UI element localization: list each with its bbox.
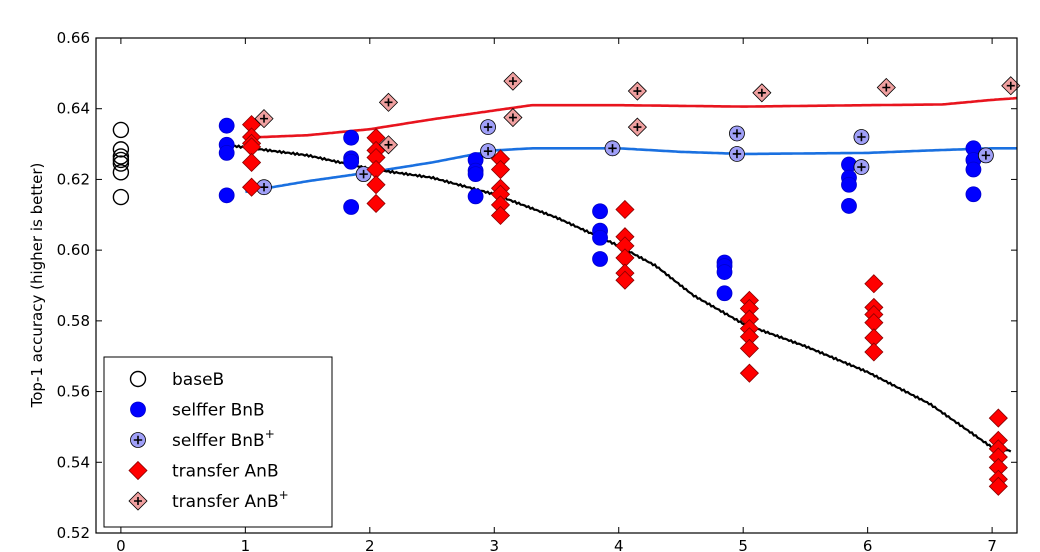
point-baseb: [112, 141, 130, 158]
legend-label-selffer-bnb-plus: selffer BnB+: [172, 427, 275, 451]
x-tick-label: 4: [614, 537, 624, 552]
legend-label-baseb: baseB: [172, 370, 224, 390]
legend-marker-baseb: [129, 370, 147, 388]
legend-marker-selffer-bnb-plus: [130, 432, 146, 448]
legend: baseB selffer BnB selffer BnB+ transfer AnB…: [103, 356, 333, 528]
point-transfer-anb: [615, 270, 635, 290]
point-transfer-anb: [242, 152, 262, 173]
point-selffer-bnb: [965, 161, 982, 178]
point-selffer-bnb-plus: [853, 159, 870, 175]
y-tick-label: 0.56: [57, 383, 90, 401]
y-tick-label: 0.66: [57, 29, 90, 47]
point-selffer-bnb: [841, 176, 857, 193]
point-selffer-bnb: [218, 145, 235, 161]
point-selffer-bnb: [716, 264, 733, 280]
y-tick-label: 0.58: [57, 312, 90, 330]
y-tick-label: 0.62: [57, 170, 90, 188]
point-transfer-anb-plus: [503, 71, 523, 91]
point-baseb: [112, 151, 130, 169]
y-axis-title: Top-1 accuracy (higher is better): [28, 163, 46, 409]
x-tick-label: 6: [863, 537, 873, 552]
x-tick-label: 0: [116, 537, 126, 552]
point-selffer-bnb: [592, 229, 608, 246]
y-tick-label: 0.52: [57, 524, 90, 542]
point-transfer-anb-plus: [876, 77, 896, 98]
legend-superscript: +: [265, 427, 275, 441]
x-tick-label: 1: [241, 537, 251, 552]
point-selffer-bnb-plus: [977, 147, 994, 164]
x-tick-label: 3: [489, 537, 499, 552]
point-selffer-bnb: [218, 117, 235, 134]
point-baseb: [112, 164, 130, 181]
point-selffer-bnb: [343, 129, 360, 146]
point-selffer-bnb-plus: [853, 129, 870, 145]
point-selffer-bnb: [218, 187, 235, 204]
point-transfer-anb: [739, 338, 759, 359]
point-baseb: [112, 155, 130, 172]
point-selffer-bnb-plus: [480, 119, 496, 135]
legend-marker-transfer-anb: [128, 460, 148, 481]
data-points: [112, 71, 1021, 496]
point-transfer-anb: [988, 476, 1008, 496]
point-transfer-anb: [739, 363, 759, 383]
point-transfer-anb-plus: [627, 81, 647, 101]
y-tick-label: 0.54: [57, 453, 90, 471]
trend-line-transfer-anb: [245, 96, 1017, 139]
point-selffer-bnb-plus: [729, 146, 745, 162]
point-transfer-anb-plus: [378, 92, 399, 112]
point-transfer-anb: [242, 177, 262, 197]
point-selffer-bnb-plus: [480, 143, 496, 160]
point-transfer-anb: [615, 199, 635, 220]
point-transfer-anb: [864, 342, 884, 362]
plot-frame: [95, 37, 1018, 534]
legend-label-selffer-bnb: selffer BnB: [172, 401, 265, 421]
point-transfer-anb-plus: [627, 117, 647, 137]
point-selffer-bnb: [467, 166, 484, 183]
point-selffer-bnb: [343, 199, 360, 215]
legend-superscript: +: [279, 488, 289, 502]
point-selffer-bnb: [467, 188, 484, 205]
point-baseb: [112, 121, 130, 139]
point-transfer-anb: [864, 274, 884, 294]
point-transfer-anb-plus: [503, 107, 523, 128]
point-transfer-anb: [366, 175, 386, 195]
y-tick-label: 0.60: [57, 241, 90, 259]
point-baseb: [112, 148, 130, 165]
legend-marker-transfer-anb-plus: [128, 491, 148, 511]
trend-line-transfer-anb: [232, 144, 1012, 453]
x-tick-label: 7: [987, 537, 997, 552]
point-selffer-bnb: [592, 203, 608, 220]
point-transfer-anb-plus: [378, 135, 399, 155]
point-transfer-anb: [490, 159, 511, 180]
point-selffer-bnb: [841, 198, 857, 214]
point-selffer-bnb-plus: [729, 125, 745, 142]
point-transfer-anb-plus: [254, 109, 274, 129]
legend-label-transfer-anb: transfer AnB: [172, 462, 279, 482]
point-selffer-bnb: [965, 186, 982, 203]
point-selffer-bnb: [343, 153, 360, 170]
x-tick-label: 5: [738, 537, 748, 552]
point-selffer-bnb: [716, 285, 733, 302]
legend-label-transfer-anb-plus: transfer AnB+: [172, 488, 289, 512]
point-selffer-bnb-plus: [604, 140, 621, 157]
legend-marker-selffer-bnb: [130, 401, 146, 418]
point-transfer-anb: [490, 205, 511, 226]
point-selffer-bnb: [592, 251, 608, 267]
point-transfer-anb: [366, 193, 386, 214]
y-tick-label: 0.64: [57, 100, 90, 118]
point-baseb: [112, 188, 130, 206]
point-transfer-anb: [988, 408, 1008, 428]
point-transfer-anb-plus: [752, 83, 772, 103]
x-tick-label: 2: [365, 537, 375, 552]
axis-ticks: 0 1 2 3 4 5 6 7 0.52 0.54 0.56 0.58 0.60 0.62 0.64 0.66: [57, 29, 1017, 552]
